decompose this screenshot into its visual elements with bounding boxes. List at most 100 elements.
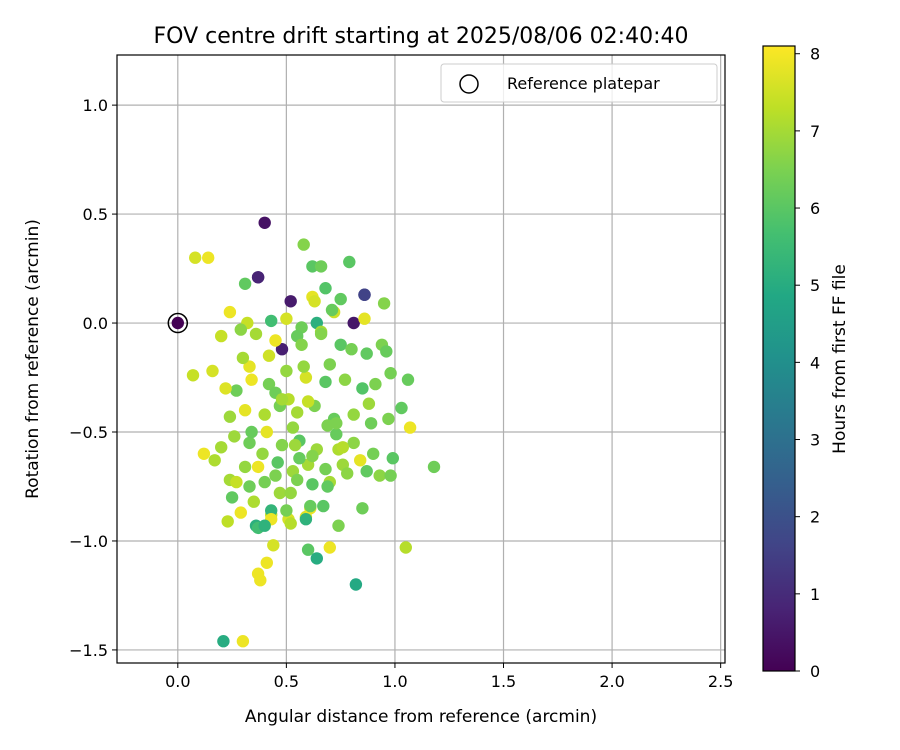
scatter-point <box>275 343 289 356</box>
scatter-point <box>347 436 360 450</box>
scatter-point <box>373 469 386 482</box>
colorbar-tick-label: 3 <box>810 431 820 450</box>
scatter-point <box>354 454 367 467</box>
scatter-point <box>243 480 256 493</box>
scatter-point <box>256 447 269 460</box>
scatter-point <box>286 421 300 434</box>
scatter-point <box>297 360 310 373</box>
scatter-point <box>251 271 265 284</box>
scatter-point <box>271 456 284 469</box>
scatter-point <box>341 467 354 480</box>
scatter-point <box>314 260 328 273</box>
scatter-point <box>360 465 373 478</box>
y-tick-label: −1.5 <box>69 641 108 660</box>
y-tick-label: 0.0 <box>83 314 108 333</box>
scatter-point <box>369 377 382 391</box>
scatter-point <box>336 441 349 454</box>
scatter-point <box>291 473 304 487</box>
scatter-point <box>254 574 267 587</box>
scatter-point <box>280 504 293 517</box>
scatter-point <box>384 367 397 380</box>
colorbar-tick-label: 4 <box>810 353 820 372</box>
colorbar: 0 1 2 3 4 5 6 7 8 Hours from first FF file <box>762 45 850 681</box>
scatter-point <box>260 556 273 569</box>
colorbar-tick-label: 0 <box>810 662 820 681</box>
scatter-point <box>358 288 371 301</box>
scatter-point <box>314 327 328 341</box>
scatter-point <box>234 506 247 519</box>
reference-marker-group <box>167 312 189 334</box>
scatter-point <box>273 486 287 500</box>
scatter-point <box>197 447 211 460</box>
scatter-point <box>356 382 369 395</box>
colorbar-tick-label: 8 <box>810 45 820 64</box>
scatter-point <box>249 327 263 341</box>
scatter-point <box>223 305 237 319</box>
legend-box <box>440 63 718 103</box>
scatter-point <box>293 452 306 465</box>
scatter-point <box>225 491 239 504</box>
scatter-point <box>319 462 332 476</box>
scatter-point <box>401 373 415 386</box>
x-tick-label: 2.0 <box>599 672 624 691</box>
scatter-point <box>267 539 280 552</box>
scatter-point <box>262 377 276 391</box>
scatter-point <box>334 338 347 351</box>
plot-frame <box>116 54 726 664</box>
x-tick-label: 2.5 <box>708 672 733 691</box>
scatter-point <box>269 469 282 482</box>
scatter-point <box>358 312 371 325</box>
x-tick-label: 0.5 <box>274 672 299 691</box>
scatter-point <box>288 438 302 452</box>
x-tick-label: 1.5 <box>491 672 516 691</box>
scatter-point <box>310 552 323 565</box>
scatter-point <box>284 295 297 308</box>
y-tick-label: 0.5 <box>83 205 108 224</box>
scatter-point <box>251 460 265 474</box>
scatter-point <box>258 475 271 489</box>
scatter-point <box>202 251 215 264</box>
scatter-point <box>236 635 250 648</box>
legend: Reference platepar <box>440 63 718 103</box>
colorbar-tick-label: 6 <box>810 199 820 218</box>
scatter-point <box>330 428 343 441</box>
colorbar-ticks: 0 1 2 3 4 5 6 7 8 <box>795 45 820 681</box>
colorbar-tick-label: 7 <box>810 122 820 141</box>
scatter-point <box>215 441 228 454</box>
scatter-point <box>382 412 395 426</box>
scatter-point <box>238 460 252 474</box>
scatter-point <box>265 504 278 517</box>
scatter-point <box>280 312 293 325</box>
scatter-point <box>367 447 380 460</box>
scatter-point <box>360 347 373 360</box>
scatter-point <box>343 255 356 269</box>
scatter-point <box>247 495 260 508</box>
scatter-point <box>323 358 336 371</box>
scatter-point <box>186 369 200 382</box>
scatter-point <box>349 578 363 591</box>
scatter-point <box>223 410 237 423</box>
scatter-point <box>258 408 271 421</box>
scatter-point <box>230 384 243 397</box>
scatter-point <box>230 475 243 489</box>
colorbar-tick-label: 5 <box>810 276 820 295</box>
legend-entry-reference: Reference platepar <box>507 74 660 93</box>
scatter-point <box>380 345 393 358</box>
scatter-point <box>258 519 271 532</box>
scatter-point <box>238 277 252 290</box>
scatter-point <box>215 329 228 343</box>
y-tick-label: 1.0 <box>83 96 108 115</box>
scatter-point <box>427 460 441 474</box>
scatter-point <box>325 303 339 317</box>
scatter-point <box>347 316 360 330</box>
y-axis-ticks: 1.0 0.5 0.0 −0.5 −1.0 −1.5 <box>69 96 117 660</box>
scatter-point <box>347 408 360 421</box>
legend-reference-marker <box>459 74 479 94</box>
scatter-point <box>291 406 304 419</box>
scatter-point <box>243 436 256 450</box>
scatter-point <box>362 397 376 410</box>
scatter-point <box>319 375 332 389</box>
scatter-point <box>308 295 321 308</box>
chart-title: FOV centre drift starting at 2025/08/06 … <box>154 24 689 49</box>
scatter-point <box>269 334 282 347</box>
